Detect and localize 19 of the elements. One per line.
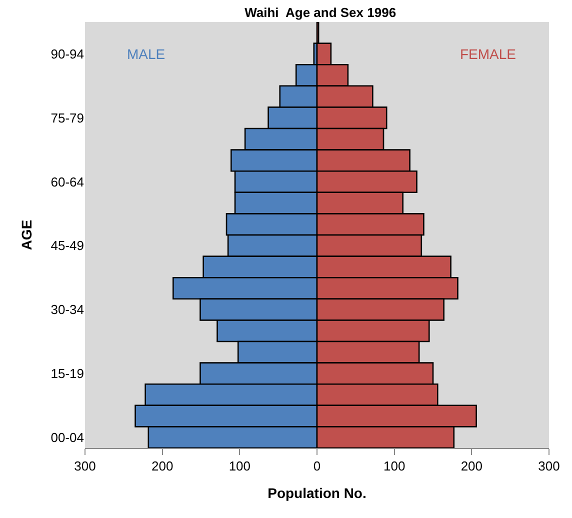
y-axis-title: AGE	[18, 220, 34, 250]
text: FEMALE	[460, 46, 516, 62]
y-tick-label: 45-49	[50, 238, 84, 254]
x-tick-label: 100	[228, 458, 251, 474]
y-tick-label: 75-79	[50, 110, 84, 126]
x-tick-label: 200	[151, 458, 174, 474]
x-tick-label: 200	[460, 458, 483, 474]
y-tick-label: 90-94	[50, 46, 84, 62]
chart-title: Waihi Age and Sex 1996	[244, 4, 396, 20]
x-axis-title: Population No.	[268, 484, 366, 501]
x-tick-label: 300	[74, 458, 96, 474]
x-tick-label: 0	[313, 458, 321, 474]
text: MALE	[127, 46, 166, 62]
y-tick-label: 30-34	[50, 302, 84, 318]
y-tick-label: 15-19	[50, 366, 84, 381]
x-tick-label: 300	[538, 458, 560, 474]
y-tick-label: 60-64	[50, 174, 84, 190]
y-tick-label: 00-04	[50, 430, 84, 445]
x-tick-label: 100	[383, 458, 406, 474]
